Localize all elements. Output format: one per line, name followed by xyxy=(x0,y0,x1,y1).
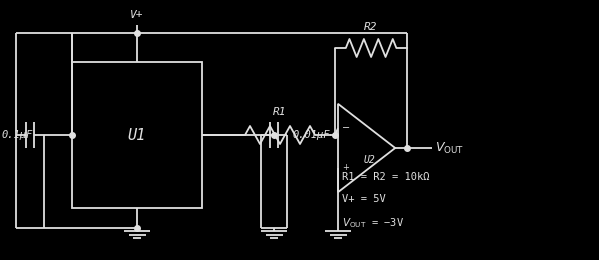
Text: V+ = 5V: V+ = 5V xyxy=(342,194,386,204)
Text: −: − xyxy=(342,123,350,133)
Text: $V_{\mathrm{OUT}}$ = −3V: $V_{\mathrm{OUT}}$ = −3V xyxy=(342,216,404,230)
Text: U2: U2 xyxy=(364,155,376,165)
Bar xyxy=(72,62,202,208)
Text: R2: R2 xyxy=(364,22,378,32)
Text: U1: U1 xyxy=(128,127,146,142)
Text: 0.01μF: 0.01μF xyxy=(292,130,329,140)
Text: R1 = R2 = 10kΩ: R1 = R2 = 10kΩ xyxy=(342,172,429,182)
Text: 0.1μF: 0.1μF xyxy=(2,130,34,140)
Text: R1: R1 xyxy=(273,107,287,117)
Text: V+: V+ xyxy=(130,10,144,20)
Text: $V_{\mathrm{OUT}}$: $V_{\mathrm{OUT}}$ xyxy=(435,140,464,155)
Text: +: + xyxy=(343,163,349,172)
